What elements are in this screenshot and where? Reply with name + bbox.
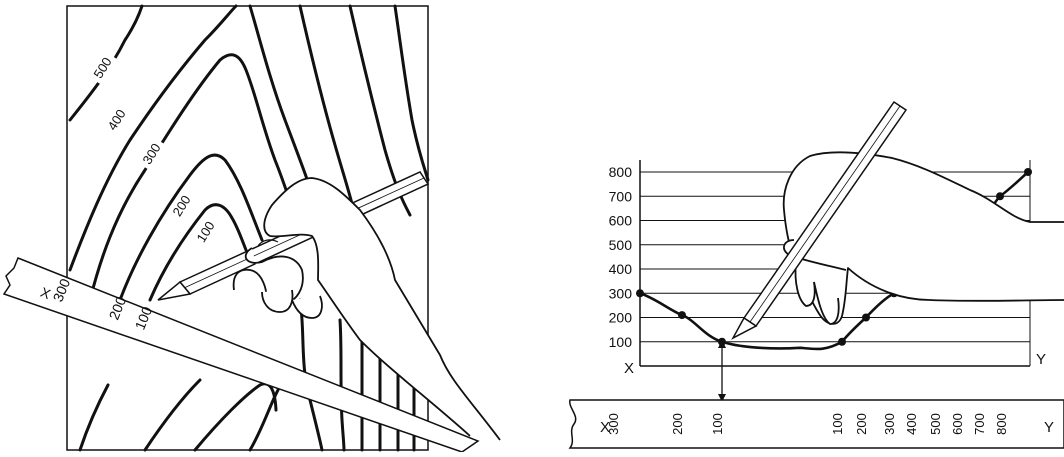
contour-map-panel: 500 400 300 200 100 X 300 200 100 bbox=[2, 4, 501, 453]
profile-point bbox=[862, 313, 870, 322]
contour-line-b bbox=[298, 4, 358, 224]
profile-ruler-end-letter: Y bbox=[1044, 419, 1054, 436]
pencil-tip bbox=[157, 280, 192, 301]
hand-palm bbox=[263, 177, 501, 441]
hand-right-finger-1 bbox=[794, 261, 816, 307]
contour-line-400 bbox=[68, 4, 238, 272]
profile-ruler-body bbox=[568, 399, 1064, 449]
y-tick-label: 700 bbox=[609, 188, 633, 204]
profile-ruler-label: 300 bbox=[882, 413, 897, 435]
profile-ruler-label: 100 bbox=[830, 413, 845, 435]
y-tick-label: 100 bbox=[609, 334, 633, 350]
profile-point bbox=[996, 192, 1004, 201]
contour-line-c bbox=[348, 4, 412, 217]
profile-ruler-label: 400 bbox=[904, 413, 919, 435]
contour-line-200 bbox=[118, 153, 264, 302]
pencil-right bbox=[731, 100, 908, 340]
profile-ruler-label: 500 bbox=[928, 413, 943, 435]
profile-ruler-label: 200 bbox=[854, 413, 869, 435]
profile-ruler-label: 700 bbox=[972, 413, 987, 435]
hand-right-finger-2 bbox=[813, 281, 840, 325]
y-tick-label: 300 bbox=[609, 285, 633, 301]
profile-ruler-label: 300 bbox=[606, 413, 621, 435]
contour-line-e bbox=[143, 378, 202, 452]
contour-line-d bbox=[393, 4, 430, 182]
y-tick-label: 500 bbox=[609, 237, 633, 253]
profile-ruler-label: 600 bbox=[950, 413, 965, 435]
hand-finger-1 bbox=[232, 268, 268, 303]
y-tick-label: 600 bbox=[609, 213, 633, 229]
y-tick-labels: 800 700 600 500 400 300 200 100 bbox=[609, 164, 633, 350]
contour-line-i bbox=[338, 318, 346, 452]
hand-finger-3 bbox=[291, 295, 323, 319]
map-ruler-strip: X 300 200 100 bbox=[2, 257, 480, 453]
hand-left bbox=[232, 177, 501, 441]
contour-line-500 bbox=[68, 4, 144, 122]
profile-point bbox=[636, 289, 644, 298]
contour-line-g bbox=[248, 388, 280, 452]
profile-ruler-start-letter: X bbox=[600, 419, 610, 436]
profile-point bbox=[838, 337, 846, 346]
contour-line-300 bbox=[88, 53, 302, 302]
profile-ruler-strip: X Y 300 200 100 100 200 300 400 500 600 … bbox=[568, 399, 1064, 449]
hand-finger-2 bbox=[261, 289, 294, 313]
profile-point bbox=[1024, 168, 1032, 176]
profile-ruler-labels: 300 200 100 100 200 300 400 500 600 700 … bbox=[606, 413, 1009, 435]
profile-ruler-label: 200 bbox=[670, 413, 685, 435]
pencil-right-tip bbox=[731, 316, 758, 340]
y-tick-label: 400 bbox=[609, 261, 633, 277]
contour-line-f bbox=[193, 382, 278, 452]
profile-ruler-label: 800 bbox=[994, 413, 1009, 435]
y-tick-label: 800 bbox=[609, 164, 633, 180]
x-end-letter: Y bbox=[1036, 351, 1046, 368]
contour-line-n bbox=[78, 383, 110, 452]
profile-point bbox=[678, 311, 686, 320]
profile-ruler-label: 100 bbox=[710, 413, 725, 435]
projection-arrow bbox=[718, 340, 726, 402]
ruler-strip-body bbox=[2, 257, 480, 453]
contour-line-100 bbox=[148, 203, 248, 302]
y-tick-label: 200 bbox=[609, 310, 633, 326]
profile-graph-panel: 800 700 600 500 400 300 200 100 X Y bbox=[568, 100, 1064, 449]
x-start-letter: X bbox=[624, 360, 634, 377]
